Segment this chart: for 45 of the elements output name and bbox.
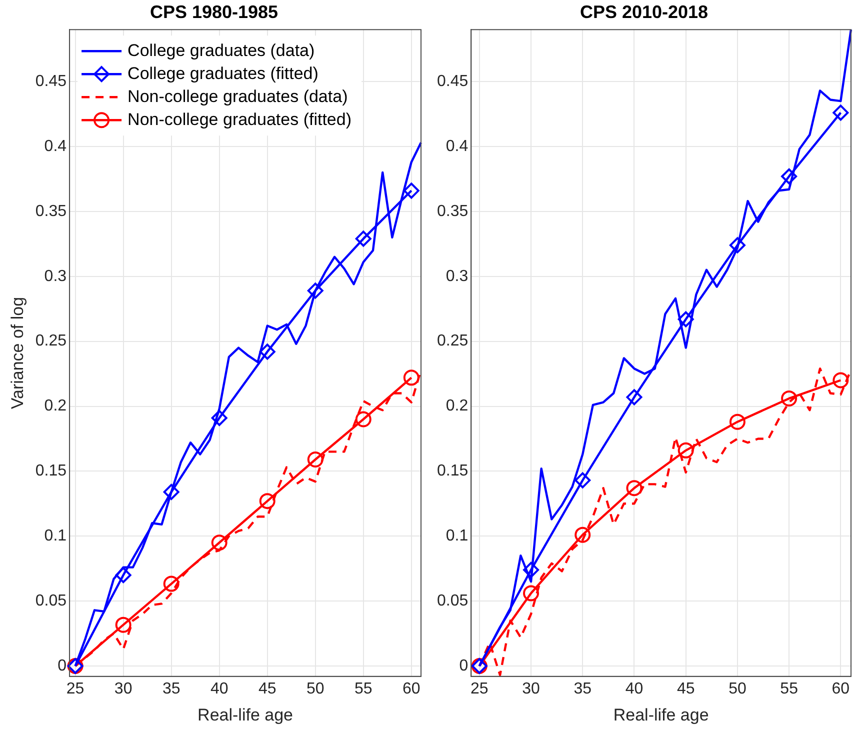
x-axis-title: Real-life age <box>613 705 709 724</box>
x-tick-label: 35 <box>574 680 592 698</box>
x-axis-title: Real-life age <box>198 705 293 724</box>
legend-label: College graduates (fitted) <box>128 64 318 83</box>
legend-label: College graduates (data) <box>128 40 315 60</box>
x-tick-label: 55 <box>780 680 798 698</box>
y-tick-label: 0 <box>58 657 67 674</box>
x-tick-label: 45 <box>676 680 695 698</box>
legend-label: Non-college graduates (fitted) <box>128 110 352 129</box>
chart-title: CPS 2010-2018 <box>580 2 708 22</box>
y-tick-label: 0.3 <box>44 268 67 285</box>
y-tick-label: 0 <box>459 657 468 674</box>
y-tick-label: 0.1 <box>446 528 468 545</box>
chart-title: CPS 1980-1985 <box>150 2 278 22</box>
y-tick-label: 0.35 <box>35 202 67 220</box>
y-tick-label: 0.4 <box>446 138 468 155</box>
y-tick-label: 0.45 <box>35 72 67 90</box>
y-tick-label: 0.3 <box>446 268 468 285</box>
y-tick-label: 0.25 <box>35 332 67 350</box>
x-tick-label: 55 <box>354 680 372 698</box>
legend-label: Non-college graduates (data) <box>128 86 348 106</box>
x-tick-label: 30 <box>522 680 540 698</box>
y-tick-label: 0.05 <box>437 592 468 610</box>
y-tick-label: 0.2 <box>446 398 468 415</box>
y-tick-label: 0.45 <box>437 72 468 90</box>
y-tick-label: 0.4 <box>44 138 67 155</box>
y-tick-label: 0.25 <box>437 332 468 350</box>
y-axis-title: Variance of log <box>8 296 27 410</box>
x-tick-label: 25 <box>66 680 84 698</box>
x-tick-label: 35 <box>162 680 180 698</box>
y-tick-label: 0.35 <box>437 202 468 220</box>
x-tick-label: 25 <box>470 680 488 698</box>
y-tick-label: 0.1 <box>44 528 67 545</box>
x-tick-label: 60 <box>832 680 850 698</box>
x-tick-label: 50 <box>306 680 324 698</box>
x-tick-label: 50 <box>728 680 746 698</box>
x-tick-label: 60 <box>402 680 420 698</box>
x-tick-label: 40 <box>210 680 228 698</box>
x-tick-label: 40 <box>625 680 644 698</box>
y-tick-label: 0.05 <box>35 592 67 610</box>
y-tick-label: 0.15 <box>437 462 468 480</box>
x-tick-label: 45 <box>258 680 276 698</box>
y-tick-label: 0.2 <box>44 398 67 415</box>
y-tick-label: 0.15 <box>35 462 67 480</box>
x-tick-label: 30 <box>114 680 132 698</box>
